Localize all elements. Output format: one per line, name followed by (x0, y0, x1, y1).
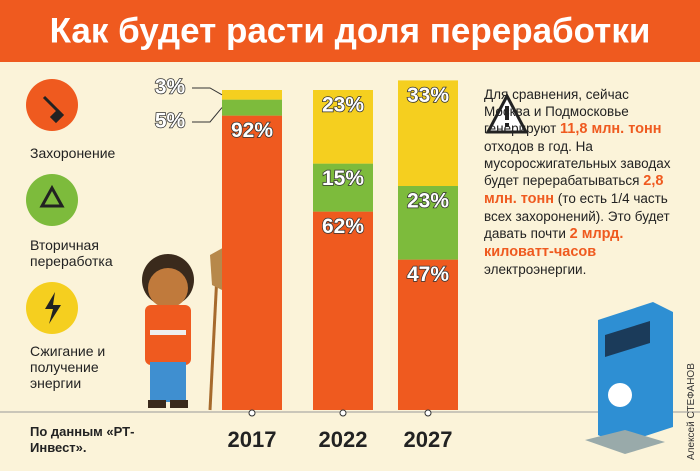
value-label: 15% (322, 167, 364, 190)
bar-segment (222, 99, 282, 116)
legend-entry: Захоронение (30, 145, 116, 161)
trash-bin (585, 302, 673, 454)
note-segment: (то есть 1/4 часть всех захоронений). Эт… (484, 191, 670, 241)
highlight-text: 11,8 млн. тонн (560, 121, 662, 137)
highlight-text: 2,8 млн. тонн (484, 173, 664, 207)
note-text: Для сравнения, сейчас Москва и Подмосков… (484, 86, 674, 278)
value-label: 23% (407, 190, 449, 213)
x-tick-label: 2022 (319, 427, 368, 452)
leader-line (192, 87, 223, 96)
source: По данным «РТ-Инвест». (30, 424, 135, 455)
value-label: 3% (155, 76, 186, 99)
value-label: 23% (322, 94, 364, 117)
legend-entry: Сжигание и получение энергии (30, 343, 106, 391)
highlight-text: 2 млрд. киловатт-часов (484, 226, 624, 260)
value-label: 5% (155, 110, 186, 133)
value-label: 33% (407, 84, 449, 107)
axis-marker (248, 409, 256, 417)
note-segment: Для сравнения, сейчас Москва и Подмосков… (484, 87, 629, 136)
value-label: 47% (407, 263, 449, 286)
x-tick-label: 2027 (404, 427, 453, 452)
credit: Алексей СТЕФАНОВ (686, 363, 697, 460)
title-banner (0, 0, 700, 62)
value-label: 92% (231, 119, 273, 142)
value-label: 62% (322, 215, 364, 238)
bar-segment (398, 259, 458, 410)
icons (26, 79, 529, 334)
x-tick-label: 2017 (228, 427, 277, 452)
note-segment: отходов в год. На мусоросжигательных зав… (484, 139, 671, 188)
chart-title: Как будет расти доля переработки (50, 11, 651, 50)
bar-segment (313, 211, 373, 410)
note-segment: электроэнергии. (484, 262, 587, 277)
bar-segment (398, 186, 458, 260)
bar-segment (222, 115, 282, 410)
bar-segment (313, 163, 373, 212)
leader-line (192, 107, 223, 123)
axis-marker (339, 409, 347, 417)
bar-segment (313, 90, 373, 164)
bar-segment (222, 90, 282, 100)
legend-entry: Вторичная переработка (30, 237, 113, 269)
janitor-figure (142, 245, 232, 411)
bar-segment (398, 80, 458, 186)
axis-marker (424, 409, 432, 417)
